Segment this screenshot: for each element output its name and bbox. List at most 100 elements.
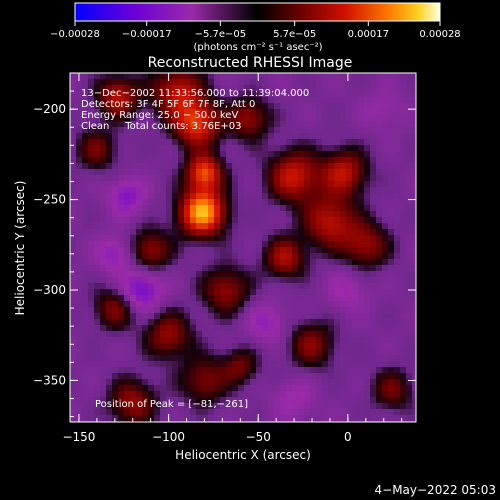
- heatmap-cell: [376, 115, 383, 122]
- heatmap-cell: [202, 181, 209, 188]
- heatmap-cell: [280, 145, 287, 152]
- heatmap-cell: [280, 91, 287, 98]
- heatmap-cell: [352, 355, 359, 362]
- heatmap-cell: [268, 199, 275, 206]
- heatmap-cell: [130, 127, 137, 134]
- heatmap-cell: [382, 259, 389, 266]
- heatmap-cell: [220, 349, 227, 356]
- heatmap-cell: [292, 115, 299, 122]
- heatmap-cell: [286, 355, 293, 362]
- heatmap-cell: [400, 229, 407, 236]
- heatmap-cell: [376, 187, 383, 194]
- heatmap-cell: [370, 361, 377, 368]
- heatmap-cell: [352, 391, 359, 398]
- heatmap-cell: [310, 391, 317, 398]
- heatmap-cell: [88, 115, 95, 122]
- heatmap-cell: [130, 175, 137, 182]
- heatmap-cell: [358, 169, 365, 176]
- heatmap-cell: [232, 217, 239, 224]
- heatmap-cell: [112, 175, 119, 182]
- heatmap-cell: [298, 391, 305, 398]
- heatmap-cell: [136, 301, 143, 308]
- heatmap-cell: [370, 367, 377, 374]
- heatmap-cell: [274, 217, 281, 224]
- heatmap-cell: [106, 403, 113, 410]
- heatmap-cell: [130, 409, 137, 416]
- heatmap-cell: [196, 121, 203, 128]
- heatmap-cell: [400, 319, 407, 326]
- heatmap-cell: [214, 409, 221, 416]
- heatmap-cell: [178, 283, 185, 290]
- heatmap-cell: [70, 85, 77, 92]
- heatmap-cell: [238, 283, 245, 290]
- heatmap-cell: [352, 319, 359, 326]
- heatmap-cell: [334, 271, 341, 278]
- heatmap-cell: [310, 367, 317, 374]
- heatmap-cell: [166, 175, 173, 182]
- heatmap-cell: [226, 235, 233, 242]
- heatmap-cell: [142, 235, 149, 242]
- heatmap-cell: [136, 73, 143, 80]
- heatmap-cell: [364, 373, 371, 380]
- heatmap-cell: [88, 391, 95, 398]
- heatmap-cell: [262, 163, 269, 170]
- heatmap-cell: [262, 217, 269, 224]
- heatmap-cell: [154, 283, 161, 290]
- heatmap-cell: [256, 307, 263, 314]
- heatmap-cell: [256, 229, 263, 236]
- heatmap-cell: [166, 313, 173, 320]
- heatmap-cell: [70, 337, 77, 344]
- heatmap-cell: [160, 73, 167, 80]
- heatmap-cell: [328, 379, 335, 386]
- heatmap-cell: [178, 187, 185, 194]
- heatmap-cell: [118, 277, 125, 284]
- heatmap-cell: [400, 109, 407, 116]
- heatmap-cell: [280, 349, 287, 356]
- heatmap-cell: [226, 301, 233, 308]
- heatmap-cell: [412, 415, 416, 422]
- heatmap-cell: [298, 289, 305, 296]
- heatmap-cell: [118, 271, 125, 278]
- heatmap-cell: [412, 115, 416, 122]
- heatmap-cell: [370, 115, 377, 122]
- heatmap-cell: [238, 223, 245, 230]
- heatmap-cell: [286, 73, 293, 80]
- heatmap-cell: [250, 193, 257, 200]
- heatmap-cell: [340, 379, 347, 386]
- heatmap-cell: [262, 355, 269, 362]
- heatmap-cell: [370, 79, 377, 86]
- heatmap-cell: [382, 79, 389, 86]
- heatmap-cell: [106, 163, 113, 170]
- heatmap-cell: [376, 307, 383, 314]
- heatmap-cell: [172, 337, 179, 344]
- heatmap-cell: [274, 199, 281, 206]
- heatmap-cell: [274, 211, 281, 218]
- heatmap-cell: [178, 79, 185, 86]
- heatmap-cell: [298, 403, 305, 410]
- heatmap-cell: [166, 187, 173, 194]
- heatmap-cell: [382, 229, 389, 236]
- heatmap-cell: [286, 97, 293, 104]
- heatmap-cell: [268, 385, 275, 392]
- heatmap-cell: [202, 265, 209, 272]
- heatmap-cell: [184, 163, 191, 170]
- heatmap-cell: [220, 337, 227, 344]
- heatmap-cell: [376, 109, 383, 116]
- heatmap-cell: [70, 331, 77, 338]
- heatmap-cell: [268, 409, 275, 416]
- heatmap-cell: [370, 109, 377, 116]
- heatmap-cell: [196, 109, 203, 116]
- heatmap-cell: [346, 103, 353, 110]
- heatmap-cell: [394, 73, 401, 80]
- heatmap-cell: [304, 259, 311, 266]
- heatmap-cell: [334, 175, 341, 182]
- heatmap-cell: [250, 199, 257, 206]
- heatmap-cell: [160, 115, 167, 122]
- heatmap-cell: [76, 253, 83, 260]
- heatmap-cell: [340, 109, 347, 116]
- heatmap-cell: [220, 91, 227, 98]
- heatmap-cell: [292, 175, 299, 182]
- heatmap-cell: [274, 181, 281, 188]
- heatmap-cell: [214, 277, 221, 284]
- heatmap-cell: [184, 181, 191, 188]
